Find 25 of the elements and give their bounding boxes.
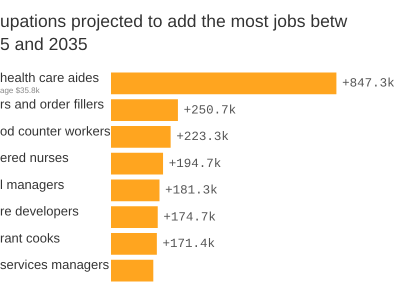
data-label: +223.3k <box>176 130 229 144</box>
y-tick-label: services managers <box>0 257 110 272</box>
bar <box>111 180 160 202</box>
y-tick-label: health care aides <box>0 70 100 85</box>
y-tick-label: ered nurses <box>0 150 70 166</box>
text: age $35.8k <box>0 86 41 96</box>
bar <box>111 152 164 174</box>
bar <box>111 206 158 228</box>
bar <box>111 260 154 282</box>
y-tick-label: re developers <box>0 204 80 219</box>
bar <box>111 126 171 148</box>
data-label: +171.4k <box>162 237 216 252</box>
y-tick-label: rs and order fillers <box>0 96 105 112</box>
data-label: +181.3k <box>165 184 218 198</box>
data-label: +194.7k <box>168 156 222 171</box>
bar <box>111 233 157 255</box>
data-label: +250.7k <box>184 103 236 118</box>
data-label: +174.7k <box>163 210 216 224</box>
y-tick-label: rant cooks <box>0 230 60 246</box>
bar <box>111 72 336 94</box>
bar <box>111 99 178 121</box>
chart-title: upations projected to add the most jobs betw 5 and 2035 <box>0 10 348 56</box>
y-tick-label: od counter workers <box>0 123 112 138</box>
data-label: +847.3k <box>342 76 395 91</box>
y-tick-label: l managers <box>0 176 65 192</box>
